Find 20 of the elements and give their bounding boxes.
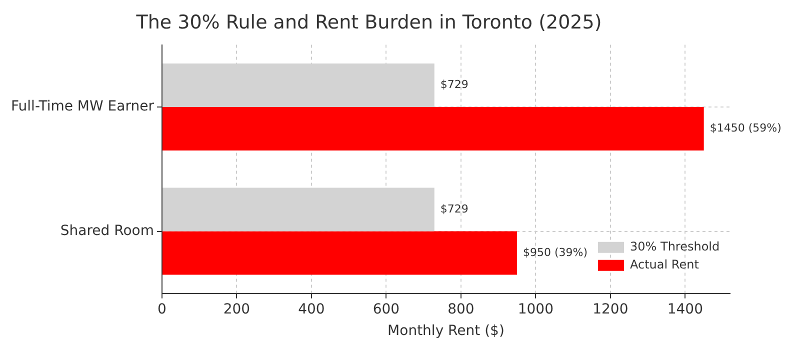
x-tick-label: 0 [158, 301, 166, 318]
bar [162, 106, 704, 150]
y-tick-label: Full-Time MW Earner [11, 98, 154, 115]
y-tick-label: Shared Room [60, 222, 154, 239]
data-label: $729 [440, 78, 468, 92]
x-tick-label: 200 [223, 301, 250, 318]
data-label: $950 (39%) [522, 246, 588, 259]
x-axis-title: Monthly Rent ($) [388, 323, 504, 340]
chart-title: The 30% Rule and Rent Burden in Toronto (2025) [135, 11, 602, 34]
data-label: $729 [440, 202, 468, 216]
legend-label: Actual Rent [630, 258, 700, 272]
x-tick-label: 1400 [667, 301, 703, 318]
bar [162, 231, 517, 275]
legend-label: 30% Threshold [630, 240, 720, 254]
x-tick-label: 1000 [518, 301, 554, 318]
x-tick-label: 600 [372, 301, 400, 318]
x-tick-label: 400 [298, 301, 325, 318]
x-tick-label: 800 [448, 301, 474, 318]
data-label: $1450 (59%) [710, 122, 782, 135]
x-tick-label: 1200 [592, 301, 628, 318]
